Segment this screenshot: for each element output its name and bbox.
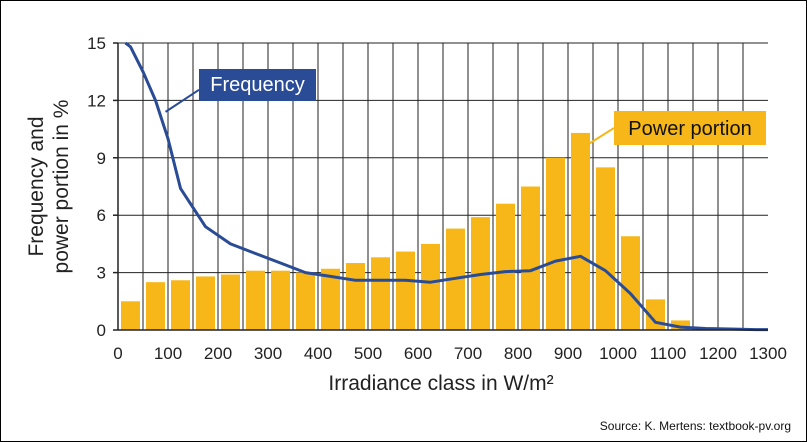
x-tick-label: 900	[554, 344, 582, 363]
bar	[121, 301, 140, 330]
bar	[421, 243, 440, 330]
bar	[571, 132, 590, 330]
bar	[371, 257, 390, 330]
bar	[396, 251, 415, 330]
x-tick-label: 600	[404, 344, 432, 363]
bar	[521, 186, 540, 330]
bar	[146, 282, 165, 330]
x-tick-label: 500	[354, 344, 382, 363]
frequency-label-box	[199, 69, 316, 101]
y-tick-label: 12	[87, 91, 106, 110]
bar	[321, 268, 340, 330]
x-tick-label: 400	[304, 344, 332, 363]
bar	[196, 276, 215, 330]
x-tick-label: 1000	[599, 344, 637, 363]
axes: 0 3 6 9 12 15 0 100 200 300 400 500 600 700 800 900 1000…	[87, 34, 787, 363]
power-portion-label: Power portion	[628, 118, 751, 140]
power-callout-line	[587, 127, 615, 146]
frequency-callout-line	[164, 88, 200, 113]
bars-power-portion	[121, 132, 740, 330]
power-label-box	[614, 111, 766, 145]
frequency-label: Frequency	[210, 74, 305, 96]
x-tick-label: 1300	[749, 344, 787, 363]
x-tick-label: 0	[113, 344, 122, 363]
bar	[496, 203, 515, 330]
y-tick-label: 3	[97, 264, 106, 283]
x-tick-label: 100	[154, 344, 182, 363]
x-tick-label: 300	[254, 344, 282, 363]
x-tick-label: 1200	[699, 344, 737, 363]
bar	[671, 320, 690, 330]
y-tick-label: 15	[87, 34, 106, 53]
series-labels: Frequency Power portion	[164, 69, 766, 146]
x-tick-label: 800	[504, 344, 532, 363]
y-axis-title-line2: power portion in %	[50, 100, 73, 274]
bar	[246, 270, 265, 330]
x-axis-title: Irradiance class in W/m²	[328, 372, 553, 395]
x-tick-label: 1100	[650, 344, 687, 363]
frequency-line	[124, 41, 768, 332]
line-frequency	[124, 41, 768, 332]
bar	[271, 270, 290, 330]
bar	[596, 167, 615, 330]
x-tick-label: 700	[454, 344, 482, 363]
bar	[621, 236, 640, 330]
x-tick-label: 200	[204, 344, 232, 363]
bar	[346, 263, 365, 330]
bar	[546, 157, 565, 330]
y-axis-title-line1: Frequency and	[25, 116, 48, 256]
source-credit: Source: K. Mertens: textbook-pv.org	[599, 419, 791, 433]
bar	[221, 274, 240, 330]
y-tick-label: 6	[97, 206, 106, 225]
bar	[171, 280, 190, 330]
bar	[296, 272, 315, 330]
grid	[118, 42, 768, 330]
y-tick-label: 0	[97, 321, 106, 340]
y-tick-label: 9	[97, 149, 106, 168]
